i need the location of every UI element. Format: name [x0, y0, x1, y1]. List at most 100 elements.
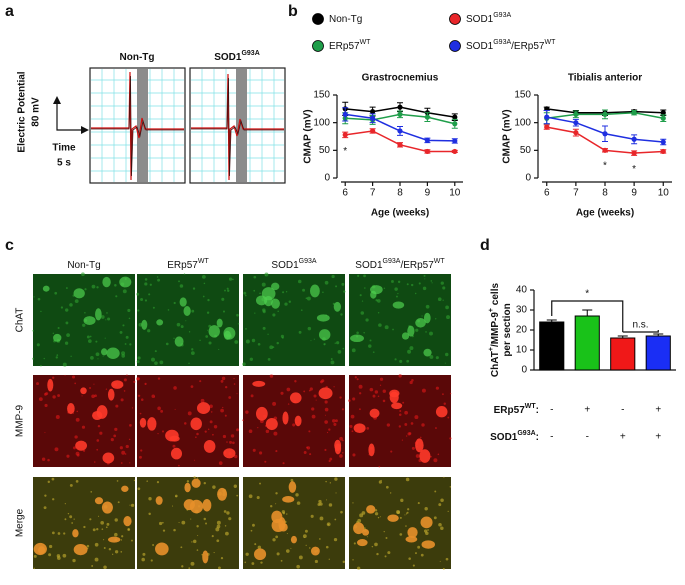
genotype-label: SOD1G93A: — [490, 430, 539, 443]
genotype-mark: + — [620, 432, 626, 443]
y-axis-label: Electric Potential — [17, 71, 28, 152]
micrograph-texture — [56, 354, 59, 357]
y-tick-label: 150 — [514, 90, 531, 101]
micrograph-texture — [334, 419, 338, 423]
micrograph-cell — [419, 449, 431, 463]
x-tick-label: 10 — [449, 188, 461, 199]
micrograph-texture — [126, 374, 128, 376]
micrograph-texture — [262, 326, 266, 330]
micrograph-texture — [318, 499, 322, 504]
micrograph-texture — [206, 311, 210, 314]
micrograph-texture — [328, 459, 331, 463]
micrograph-texture — [442, 567, 445, 570]
micrograph-texture — [93, 461, 96, 463]
micrograph-texture — [311, 407, 315, 411]
y-axis-label-part: + — [488, 347, 495, 351]
micrograph-cell — [289, 392, 302, 404]
micrograph-texture — [55, 414, 60, 419]
micrograph-texture — [399, 359, 403, 363]
micrograph-texture — [285, 549, 290, 553]
micrograph-texture — [101, 528, 104, 530]
data-point — [342, 132, 348, 138]
micrograph-texture — [105, 388, 108, 390]
micrograph-texture — [342, 347, 345, 350]
micrograph-cell — [316, 314, 330, 322]
micrograph-texture — [440, 526, 444, 530]
micrograph-cell — [265, 418, 278, 431]
micrograph-texture — [72, 558, 76, 563]
micrograph-cell — [271, 510, 283, 524]
micrograph — [349, 477, 451, 569]
micrograph-texture — [427, 529, 429, 531]
micrograph-texture — [334, 518, 337, 521]
micrograph-cell — [147, 417, 157, 431]
micrograph-texture — [173, 337, 175, 339]
micrograph-texture — [162, 521, 164, 524]
micrograph-texture — [328, 428, 331, 431]
panel-label: c — [5, 237, 14, 254]
micrograph-texture — [84, 288, 87, 291]
micrograph-texture — [63, 532, 66, 535]
micrograph-texture — [407, 432, 411, 436]
micrograph-texture — [251, 338, 256, 343]
micrograph-texture — [222, 406, 224, 409]
micrograph-texture — [415, 328, 419, 332]
micrograph-texture — [359, 392, 362, 395]
micrograph-texture — [211, 535, 214, 538]
micrograph-texture — [445, 305, 449, 310]
micrograph-texture — [71, 375, 76, 379]
x-tick-label: 9 — [425, 188, 431, 199]
micrograph-texture — [96, 528, 99, 531]
micrograph-texture — [191, 541, 193, 543]
y-axis-label: CMAP (mV) — [303, 109, 314, 163]
micrograph-cell — [183, 305, 191, 316]
micrograph-texture — [433, 516, 437, 520]
panel-label: a — [5, 3, 14, 20]
micrograph-texture — [324, 280, 329, 285]
micrograph-texture — [226, 441, 228, 443]
micrograph-cell — [202, 498, 212, 512]
bar — [574, 315, 600, 371]
y-tick-label: 0 — [525, 173, 531, 184]
micrograph-texture — [317, 502, 321, 506]
micrograph-texture — [353, 542, 356, 545]
genotype-mark: + — [584, 405, 590, 416]
micrograph-texture — [374, 390, 379, 394]
genotype-label-part: : — [536, 432, 539, 443]
micrograph-texture — [57, 532, 61, 535]
micrograph-texture — [74, 435, 78, 439]
micrograph-texture — [115, 295, 118, 298]
micrograph-texture — [254, 543, 257, 546]
micrograph-texture — [248, 429, 253, 434]
micrograph-texture — [276, 552, 280, 556]
x-axis-label: Age (weeks) — [576, 208, 634, 219]
genotype-mark: + — [655, 405, 661, 416]
micrograph-texture — [390, 450, 393, 453]
micrograph-texture — [404, 423, 408, 426]
data-point — [370, 109, 376, 115]
genotype-label: ERp57WT: — [494, 403, 539, 416]
error-bar — [582, 309, 593, 316]
data-point — [544, 114, 550, 120]
micrograph-texture — [306, 296, 311, 301]
scale-bar — [452, 545, 468, 549]
micrograph-texture — [326, 431, 329, 434]
micrograph-texture — [221, 297, 225, 301]
micrograph-texture — [447, 416, 450, 419]
micrograph-texture — [82, 323, 86, 327]
micrograph-texture — [236, 393, 238, 395]
micrograph-texture — [157, 377, 161, 380]
micrograph-texture — [298, 330, 302, 334]
micrograph-texture — [379, 384, 382, 386]
micrograph-texture — [270, 505, 273, 508]
micrograph-texture — [220, 379, 224, 383]
y-tick-label: 30 — [516, 305, 528, 316]
micrograph-texture — [171, 505, 174, 507]
micrograph-texture — [342, 451, 344, 454]
x-axis-label: 5 s — [57, 158, 71, 169]
micrograph-texture — [261, 282, 266, 287]
micrograph — [243, 274, 345, 366]
y-tick-label: 0 — [521, 365, 527, 376]
micrograph-texture — [431, 282, 433, 284]
micrograph-texture — [335, 492, 337, 494]
